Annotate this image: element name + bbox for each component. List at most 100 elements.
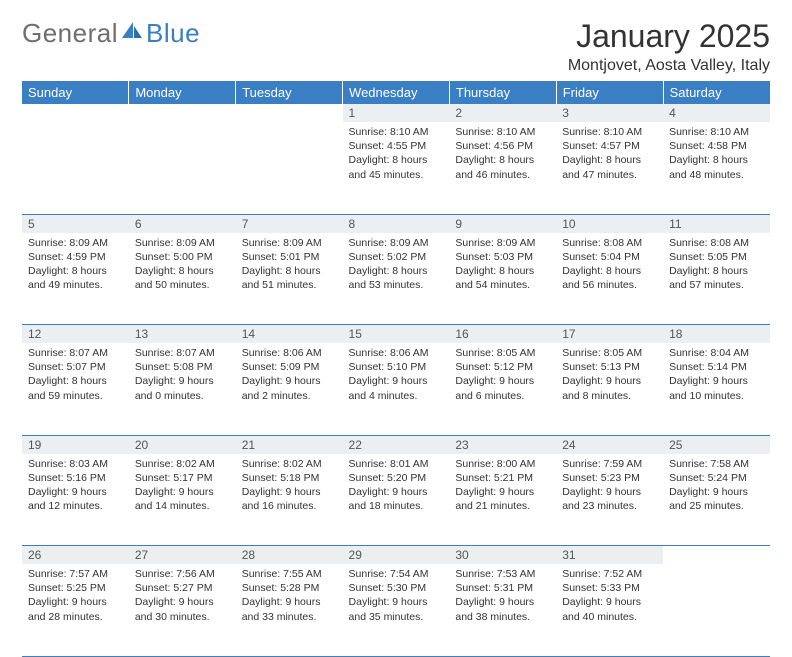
day-info-cell: Sunrise: 8:10 AMSunset: 4:58 PMDaylight:… [663,122,770,214]
day-number: 22 [343,436,450,454]
location: Montjovet, Aosta Valley, Italy [568,57,770,75]
day-number-cell: 20 [129,435,236,454]
day-number: 27 [129,546,236,564]
sunset-line: Sunset: 4:56 PM [455,140,533,152]
daylight-line: Daylight: 9 hours and 18 minutes. [349,486,428,512]
weekday-header: Wednesday [343,81,450,104]
sunset-line: Sunset: 5:03 PM [455,251,533,263]
weekday-header: Sunday [22,81,129,104]
sun-info: Sunrise: 8:03 AMSunset: 5:16 PMDaylight:… [22,454,129,520]
day-number: 25 [663,436,770,454]
day-number-cell: 4 [663,104,770,122]
sun-info: Sunrise: 8:10 AMSunset: 4:58 PMDaylight:… [663,122,770,188]
sunrise-line: Sunrise: 8:09 AM [349,237,429,249]
day-number: 5 [22,215,129,233]
sunrise-line: Sunrise: 8:05 AM [562,347,642,359]
day-number-cell: 30 [449,546,556,565]
sun-info: Sunrise: 8:01 AMSunset: 5:20 PMDaylight:… [343,454,450,520]
sun-info: Sunrise: 8:05 AMSunset: 5:13 PMDaylight:… [556,343,663,409]
day-number-cell: 6 [129,214,236,233]
day-number-cell: 5 [22,214,129,233]
day-number: 9 [449,215,556,233]
day-info-cell: Sunrise: 8:06 AMSunset: 5:09 PMDaylight:… [236,343,343,435]
daylight-line: Daylight: 8 hours and 56 minutes. [562,265,641,291]
sunset-line: Sunset: 5:10 PM [349,361,427,373]
day-info-cell: Sunrise: 8:09 AMSunset: 4:59 PMDaylight:… [22,233,129,325]
month-title: January 2025 [568,18,770,55]
daylight-line: Daylight: 9 hours and 12 minutes. [28,486,107,512]
sunset-line: Sunset: 5:07 PM [28,361,106,373]
day-number: 30 [449,546,556,564]
day-number: 21 [236,436,343,454]
daylight-line: Daylight: 9 hours and 0 minutes. [135,375,214,401]
sun-info: Sunrise: 8:10 AMSunset: 4:56 PMDaylight:… [449,122,556,188]
sunrise-line: Sunrise: 7:56 AM [135,568,215,580]
day-number-row: 262728293031 [22,546,770,565]
day-number-row: 12131415161718 [22,325,770,344]
day-info-cell: Sunrise: 8:08 AMSunset: 5:05 PMDaylight:… [663,233,770,325]
sun-info: Sunrise: 7:54 AMSunset: 5:30 PMDaylight:… [343,564,450,630]
day-info-cell: Sunrise: 8:09 AMSunset: 5:03 PMDaylight:… [449,233,556,325]
day-info-cell: Sunrise: 7:52 AMSunset: 5:33 PMDaylight:… [556,564,663,656]
day-number-cell: 31 [556,546,663,565]
sunset-line: Sunset: 5:13 PM [562,361,640,373]
sunrise-line: Sunrise: 8:09 AM [455,237,535,249]
calendar-body: 1234Sunrise: 8:10 AMSunset: 4:55 PMDayli… [22,104,770,656]
day-number: 24 [556,436,663,454]
logo: General Blue [22,18,200,49]
sun-info: Sunrise: 8:09 AMSunset: 5:01 PMDaylight:… [236,233,343,299]
sunset-line: Sunset: 5:25 PM [28,582,106,594]
calendar-table: Sunday Monday Tuesday Wednesday Thursday… [22,81,770,657]
sun-info: Sunrise: 8:02 AMSunset: 5:18 PMDaylight:… [236,454,343,520]
day-number-cell: 18 [663,325,770,344]
sunrise-line: Sunrise: 8:04 AM [669,347,749,359]
sunrise-line: Sunrise: 8:09 AM [28,237,108,249]
sun-info: Sunrise: 7:57 AMSunset: 5:25 PMDaylight:… [22,564,129,630]
daylight-line: Daylight: 8 hours and 59 minutes. [28,375,107,401]
weekday-header: Monday [129,81,236,104]
day-number-cell [236,104,343,122]
day-info-cell: Sunrise: 7:54 AMSunset: 5:30 PMDaylight:… [343,564,450,656]
day-info-cell: Sunrise: 8:06 AMSunset: 5:10 PMDaylight:… [343,343,450,435]
sunset-line: Sunset: 5:28 PM [242,582,320,594]
day-info-cell: Sunrise: 8:10 AMSunset: 4:56 PMDaylight:… [449,122,556,214]
sunset-line: Sunset: 5:16 PM [28,472,106,484]
day-info-cell: Sunrise: 7:55 AMSunset: 5:28 PMDaylight:… [236,564,343,656]
sunrise-line: Sunrise: 8:06 AM [349,347,429,359]
sunset-line: Sunset: 5:12 PM [455,361,533,373]
day-number: 8 [343,215,450,233]
sunrise-line: Sunrise: 8:10 AM [562,126,642,138]
day-info-cell: Sunrise: 7:59 AMSunset: 5:23 PMDaylight:… [556,454,663,546]
daylight-line: Daylight: 8 hours and 50 minutes. [135,265,214,291]
day-number: 23 [449,436,556,454]
day-info-cell: Sunrise: 8:07 AMSunset: 5:08 PMDaylight:… [129,343,236,435]
day-number-cell: 13 [129,325,236,344]
sun-info: Sunrise: 8:05 AMSunset: 5:12 PMDaylight:… [449,343,556,409]
day-number-cell: 2 [449,104,556,122]
sunset-line: Sunset: 5:31 PM [455,582,533,594]
sun-info: Sunrise: 7:59 AMSunset: 5:23 PMDaylight:… [556,454,663,520]
daylight-line: Daylight: 9 hours and 2 minutes. [242,375,321,401]
day-number: 15 [343,325,450,343]
day-info-row: Sunrise: 7:57 AMSunset: 5:25 PMDaylight:… [22,564,770,656]
sunset-line: Sunset: 5:18 PM [242,472,320,484]
sunset-line: Sunset: 5:30 PM [349,582,427,594]
sunset-line: Sunset: 5:24 PM [669,472,747,484]
day-info-cell: Sunrise: 8:02 AMSunset: 5:17 PMDaylight:… [129,454,236,546]
day-number-cell: 27 [129,546,236,565]
day-number-cell: 25 [663,435,770,454]
sunrise-line: Sunrise: 7:52 AM [562,568,642,580]
sunset-line: Sunset: 4:58 PM [669,140,747,152]
day-info-cell: Sunrise: 8:00 AMSunset: 5:21 PMDaylight:… [449,454,556,546]
day-number-row: 1234 [22,104,770,122]
day-number-cell [22,104,129,122]
sunset-line: Sunset: 5:27 PM [135,582,213,594]
day-number-cell: 15 [343,325,450,344]
day-number-cell: 7 [236,214,343,233]
sunrise-line: Sunrise: 7:58 AM [669,458,749,470]
sun-info: Sunrise: 8:04 AMSunset: 5:14 PMDaylight:… [663,343,770,409]
sunset-line: Sunset: 5:05 PM [669,251,747,263]
sun-info: Sunrise: 8:00 AMSunset: 5:21 PMDaylight:… [449,454,556,520]
sun-info: Sunrise: 7:52 AMSunset: 5:33 PMDaylight:… [556,564,663,630]
sunset-line: Sunset: 5:09 PM [242,361,320,373]
